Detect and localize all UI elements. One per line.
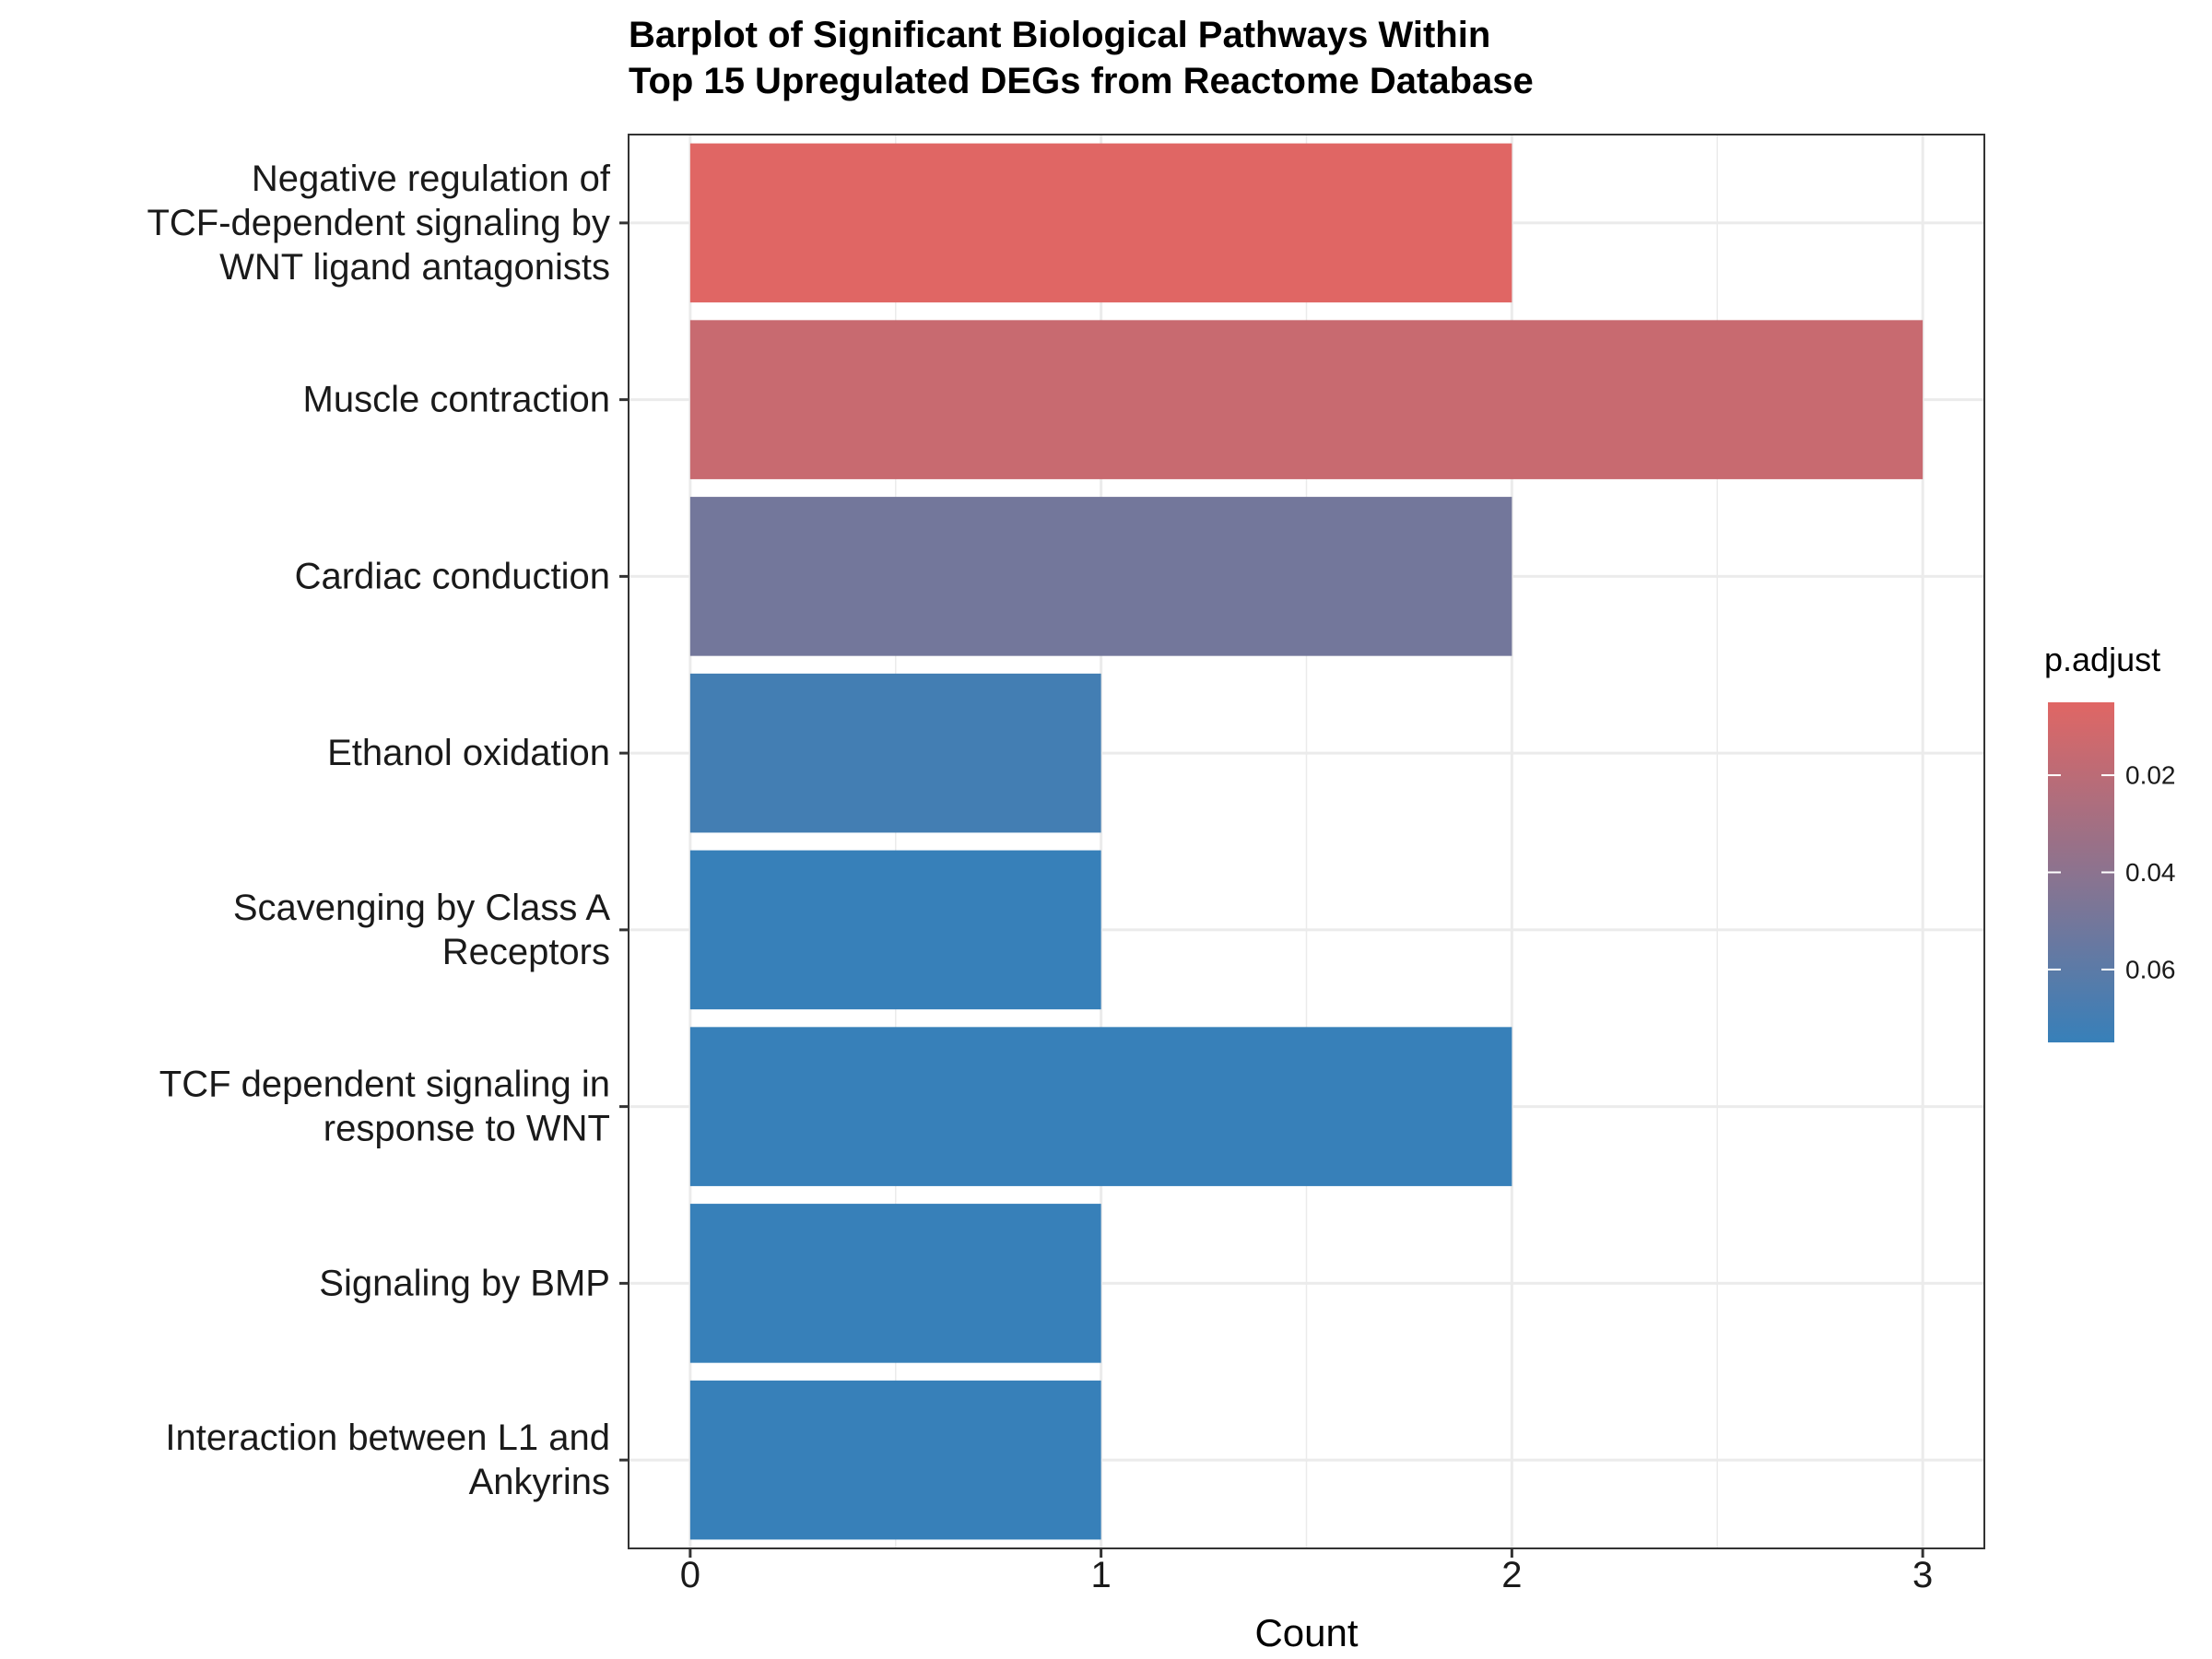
- category-label: Cardiac conduction: [295, 556, 610, 596]
- x-tick-label: 0: [680, 1555, 700, 1595]
- plot-border: [628, 134, 1985, 1549]
- color-legend: p.adjust 0.02 0.04 0.06: [2044, 641, 2176, 1042]
- bar: [689, 143, 1512, 303]
- x-tick-label: 3: [1912, 1555, 1933, 1595]
- bar: [689, 1027, 1512, 1186]
- legend-tick-label: 0.04: [2125, 858, 2176, 887]
- category-label: Scavenging by Class A: [233, 888, 610, 928]
- bar: [689, 850, 1101, 1010]
- category-label: Receptors: [442, 932, 610, 972]
- legend-tick-label: 0.06: [2125, 955, 2176, 983]
- legend-tick-label: 0.02: [2125, 761, 2176, 790]
- chart-title-line: Barplot of Significant Biological Pathwa…: [629, 15, 1490, 55]
- bar: [689, 1204, 1101, 1363]
- category-label: Ethanol oxidation: [327, 733, 610, 773]
- legend-title: p.adjust: [2044, 641, 2160, 678]
- category-label: Muscle contraction: [303, 380, 610, 420]
- category-label: Negative regulation of: [252, 159, 611, 199]
- bar: [689, 320, 1924, 479]
- bar: [689, 673, 1101, 833]
- category-label: Ankyrins: [469, 1462, 610, 1502]
- x-tick-label: 1: [1090, 1555, 1111, 1595]
- category-label: TCF-dependent signaling by: [147, 203, 610, 243]
- bar: [689, 497, 1512, 656]
- x-tick-label: 2: [1501, 1555, 1522, 1595]
- x-axis-title: Count: [1254, 1611, 1358, 1654]
- category-label: Interaction between L1 and: [165, 1418, 610, 1458]
- category-label: response to WNT: [324, 1109, 610, 1149]
- category-label: WNT ligand antagonists: [219, 247, 610, 288]
- category-label: Signaling by BMP: [319, 1263, 610, 1303]
- bar: [689, 1380, 1101, 1540]
- chart-title-line: Top 15 Upregulated DEGs from Reactome Da…: [629, 61, 1534, 101]
- chart-title: Barplot of Significant Biological Pathwa…: [629, 15, 1534, 101]
- category-label: TCF dependent signaling in: [159, 1065, 610, 1105]
